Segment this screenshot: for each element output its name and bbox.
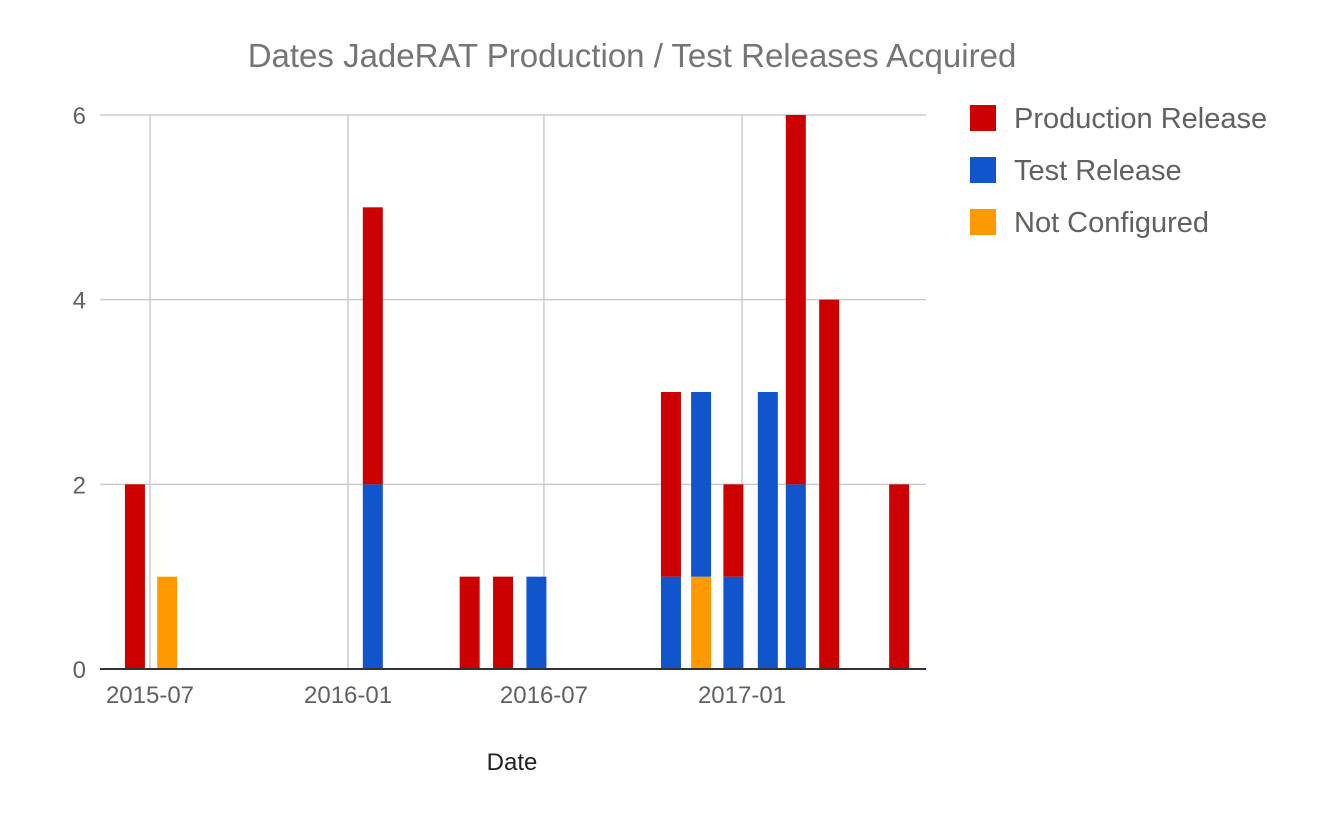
y-tick-label: 4 <box>73 288 86 315</box>
legend-swatch <box>970 105 996 131</box>
legend-swatch <box>970 209 996 235</box>
bar-segment-production-release <box>660 392 681 577</box>
y-axis-ticks: 0 2 4 6 <box>73 103 86 684</box>
x-tick-label: 2016-01 <box>304 682 392 709</box>
bar-segment-test-release <box>723 576 744 669</box>
legend-swatch <box>970 157 996 183</box>
bar-segment-production-release <box>493 576 514 669</box>
bar-segment-production-release <box>459 576 480 669</box>
bar-segment-production-release <box>889 484 910 669</box>
x-tick-label: 2016-07 <box>500 682 588 709</box>
legend-label: Production Release <box>1014 103 1267 135</box>
y-tick-label: 0 <box>73 657 86 684</box>
bar-segment-production-release <box>785 115 806 485</box>
bar-segment-production-release <box>362 207 383 485</box>
legend-label: Test Release <box>1014 155 1182 187</box>
bar-segment-test-release <box>757 392 778 669</box>
bar-segment-production-release <box>723 484 744 577</box>
legend-label: Not Configured <box>1014 207 1209 239</box>
bars <box>124 115 910 669</box>
legend: Production Release Test Release Not Config… <box>970 103 1267 239</box>
bar-segment-test-release <box>660 576 681 669</box>
x-tick-label: 2017-01 <box>698 682 786 709</box>
x-axis-ticks: 2015-07 2016-01 2016-07 2017-01 <box>106 682 786 709</box>
bar-segment-not-configured <box>691 576 712 669</box>
x-tick-label: 2015-07 <box>106 682 194 709</box>
bar-segment-test-release <box>785 484 806 669</box>
bar-segment-test-release <box>526 576 547 669</box>
chart-title: Dates JadeRAT Production / Test Releases… <box>248 37 1017 74</box>
x-axis-title: Date <box>487 749 538 776</box>
bar-segment-test-release <box>691 392 712 577</box>
bar-segment-production-release <box>819 299 840 669</box>
bar-segment-production-release <box>124 484 145 669</box>
bar-segment-test-release <box>362 484 383 669</box>
y-tick-label: 2 <box>73 472 86 499</box>
y-tick-label: 6 <box>73 103 86 130</box>
bar-segment-not-configured <box>157 576 178 669</box>
